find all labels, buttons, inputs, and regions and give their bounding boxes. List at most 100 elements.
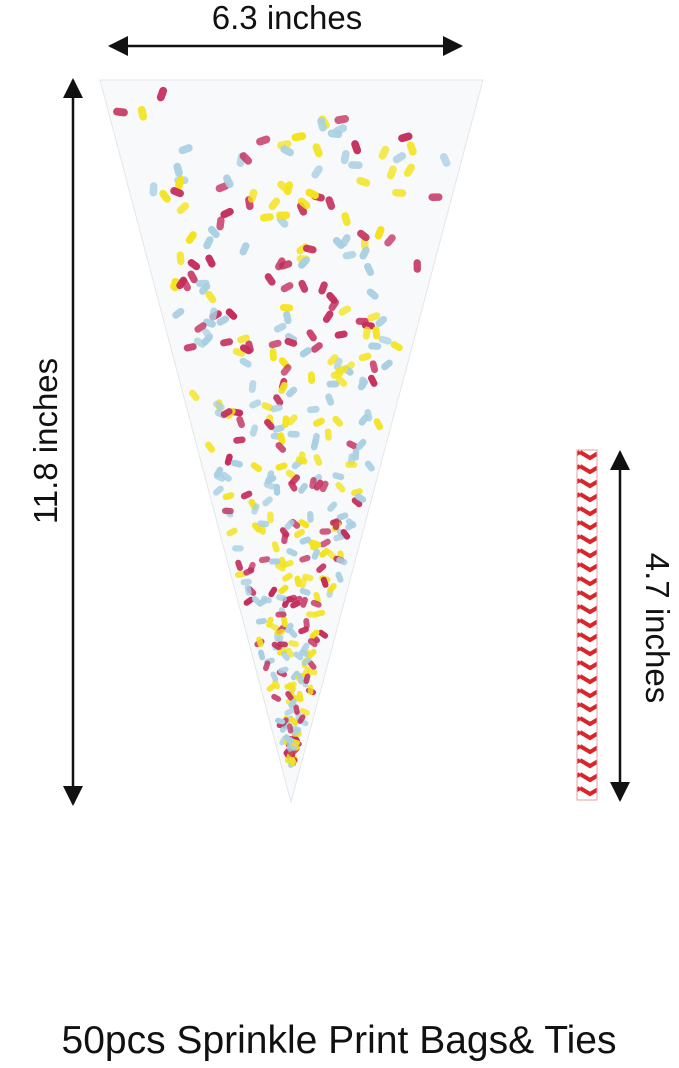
sprinkle (280, 364, 292, 376)
sprinkle (373, 418, 384, 431)
sprinkle (196, 279, 210, 288)
sprinkle (256, 636, 264, 648)
sprinkle (232, 545, 244, 552)
sprinkle (275, 594, 288, 602)
sprinkle (364, 262, 375, 277)
sprinkle (428, 193, 443, 201)
sprinkle (307, 405, 320, 414)
sprinkle (259, 213, 274, 222)
sprinkle (392, 188, 407, 197)
sprinkle (262, 496, 273, 507)
sprinkle (346, 440, 359, 450)
sprinkle (258, 649, 266, 661)
sprinkle (306, 669, 318, 676)
sprinkle (413, 259, 421, 273)
sprinkle (311, 342, 323, 353)
sprinkle (307, 638, 318, 648)
sprinkle (367, 312, 381, 322)
sprinkle (239, 344, 253, 355)
sprinkle (357, 229, 370, 242)
sprinkle (222, 492, 235, 501)
sprinkle (326, 380, 340, 388)
sprinkle (240, 490, 253, 500)
sprinkle (298, 256, 310, 269)
sprinkle (286, 741, 293, 752)
sprinkle (390, 341, 403, 352)
sprinkle (392, 152, 407, 164)
sprinkle (322, 310, 334, 323)
sprinkle (283, 734, 292, 744)
sprinkle (327, 501, 338, 512)
sprinkle (313, 479, 324, 491)
sprinkle (251, 595, 262, 606)
sprinkle (284, 519, 295, 530)
sprinkle (205, 441, 216, 453)
sprinkle (325, 393, 335, 406)
sprinkle (310, 599, 322, 608)
sprinkle (278, 260, 293, 270)
sprinkle (299, 707, 310, 716)
sprinkle (362, 326, 371, 340)
sprinkle (275, 717, 286, 725)
sprinkle (307, 511, 314, 523)
sprinkle (287, 430, 300, 438)
sprinkle (324, 428, 332, 441)
sprinkle (268, 339, 282, 349)
sprinkle (275, 442, 287, 453)
sprinkle (187, 259, 201, 271)
sprinkle (302, 573, 314, 582)
sprinkle (356, 176, 371, 187)
sprinkle (248, 380, 257, 393)
sprinkle (278, 381, 288, 395)
sprinkle (286, 548, 298, 557)
sprinkle (178, 144, 193, 155)
sprinkle (216, 216, 225, 231)
sprinkle (235, 559, 244, 571)
sprinkle (319, 538, 331, 548)
sprinkle (398, 132, 413, 143)
sprinkle (263, 660, 271, 672)
sprinkle (266, 683, 277, 692)
sprinkle (247, 188, 258, 203)
sprinkle (300, 642, 310, 653)
sprinkle (339, 234, 351, 248)
sprinkle (327, 129, 343, 139)
sprinkle (213, 400, 225, 411)
sprinkle (381, 359, 393, 371)
cone-bag (99, 79, 484, 804)
sprinkle (299, 577, 307, 589)
sprinkle (220, 338, 234, 347)
sprinkle (285, 647, 295, 658)
sprinkle (250, 462, 262, 473)
sprinkle (354, 493, 367, 503)
sprinkle (284, 707, 295, 716)
sprinkle (310, 438, 319, 451)
sprinkle (281, 616, 288, 628)
sprinkle (205, 290, 217, 304)
sprinkle (176, 202, 190, 215)
sprinkle (334, 330, 348, 339)
sprinkle (299, 536, 312, 545)
sprinkle (345, 518, 357, 529)
sprinkle (288, 698, 297, 709)
sprinkle (286, 682, 297, 692)
sprinkle (319, 480, 329, 493)
sprinkle (193, 337, 206, 348)
sprinkle (332, 472, 345, 481)
sprinkle (298, 626, 309, 635)
sprinkle (296, 690, 304, 702)
sprinkle (173, 162, 183, 177)
sprinkle (172, 307, 185, 319)
sprinkle (301, 656, 312, 666)
height-label: 11.8 inches (27, 358, 64, 524)
sprinkle (319, 548, 330, 558)
sprinkle (268, 197, 281, 211)
sprinkle (269, 348, 277, 362)
sprinkle (137, 105, 148, 121)
sprinkle (239, 242, 250, 256)
sprinkle (278, 584, 289, 595)
sprinkle (334, 115, 349, 125)
sprinkle (279, 304, 294, 312)
sprinkle (368, 342, 382, 350)
sprinkle (258, 556, 271, 564)
